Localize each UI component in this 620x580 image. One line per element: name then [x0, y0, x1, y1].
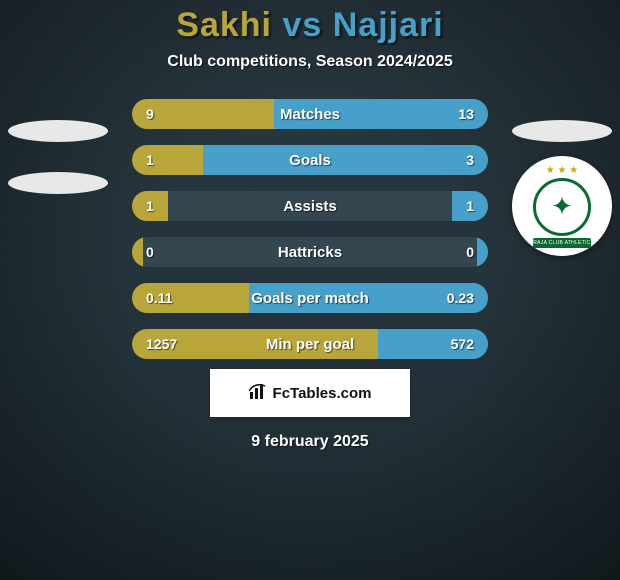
bar-label: Matches [132, 99, 488, 129]
footer-brand-card: FcTables.com [210, 369, 410, 417]
date-label: 9 february 2025 [251, 433, 368, 451]
bar-label: Goals per match [132, 283, 488, 313]
bar-label: Min per goal [132, 329, 488, 359]
bar-row: 00Hattricks [132, 237, 488, 267]
player2-name: Najjari [333, 6, 444, 44]
bar-chart-icon [249, 382, 267, 405]
content-container: Sakhi vs Najjari Club competitions, Seas… [0, 0, 620, 580]
player1-name: Sakhi [176, 6, 272, 44]
subtitle: Club competitions, Season 2024/2025 [167, 53, 452, 71]
bar-label: Assists [132, 191, 488, 221]
bar-row: 1257572Min per goal [132, 329, 488, 359]
bar-row: 0.110.23Goals per match [132, 283, 488, 313]
footer-brand-text: FcTables.com [273, 385, 372, 402]
bar-label: Hattricks [132, 237, 488, 267]
page-title: Sakhi vs Najjari [176, 6, 443, 45]
bar-label: Goals [132, 145, 488, 175]
bar-row: 913Matches [132, 99, 488, 129]
bar-row: 13Goals [132, 145, 488, 175]
title-vs: vs [282, 6, 322, 44]
comparison-chart: 913Matches 13Goals 11Assists 00Hattricks 0.1… [0, 99, 620, 359]
bar-row: 11Assists [132, 191, 488, 221]
